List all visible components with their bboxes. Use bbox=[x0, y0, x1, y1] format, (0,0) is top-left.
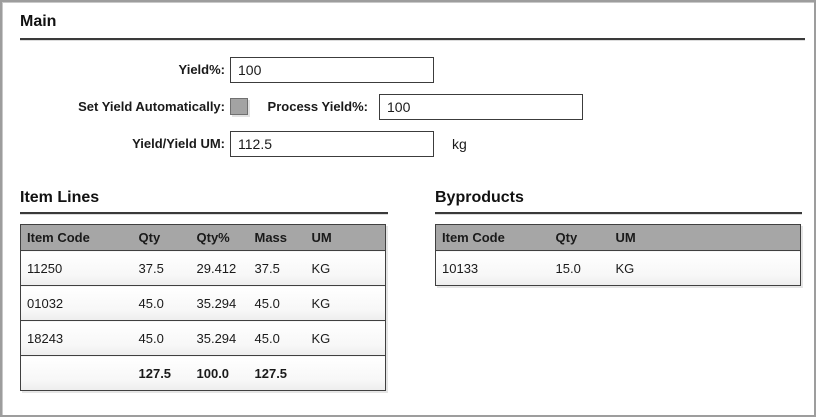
section-title-main: Main bbox=[20, 13, 57, 30]
table-cell: 35.294 bbox=[190, 285, 249, 321]
byproducts-title-rule bbox=[435, 212, 802, 215]
totals-cell: 127.5 bbox=[248, 355, 306, 391]
column-header: Mass bbox=[248, 224, 306, 251]
yield-um-label: Yield/Yield UM: bbox=[132, 136, 225, 151]
yield-input[interactable] bbox=[230, 56, 434, 83]
section-item-lines: Item Lines Item Code Qty Qty% Mass UM 11250 37… bbox=[20, 188, 388, 391]
table-cell: 29.412 bbox=[190, 250, 249, 286]
table-row[interactable]: 11250 37.5 29.412 37.5 KG bbox=[20, 250, 386, 286]
table-cell: KG bbox=[609, 250, 801, 286]
yield-label: Yield%: bbox=[178, 62, 225, 77]
totals-cell bbox=[20, 355, 133, 391]
section-byproducts: Byproducts Item Code Qty UM 10133 15.0 KG bbox=[435, 188, 802, 391]
table-cell: 45.0 bbox=[248, 285, 306, 321]
table-cell: 15.0 bbox=[549, 250, 610, 286]
set-yield-auto-checkbox[interactable] bbox=[230, 98, 248, 115]
table-cell: 45.0 bbox=[248, 320, 306, 356]
table-cell: 10133 bbox=[435, 250, 550, 286]
yield-row: Yield%: bbox=[20, 51, 805, 88]
table-header-row: Item Code Qty UM bbox=[435, 224, 801, 251]
table-cell: 18243 bbox=[20, 320, 133, 356]
tables-area: Item Lines Item Code Qty Qty% Mass UM 11250 37… bbox=[2, 188, 814, 391]
table-cell: KG bbox=[305, 250, 386, 286]
column-header: Qty bbox=[549, 224, 610, 251]
yield-um-unit-label: kg bbox=[452, 135, 467, 152]
table-row[interactable]: 10133 15.0 KG bbox=[435, 250, 801, 286]
process-yield-label: Process Yield%: bbox=[267, 99, 368, 114]
table-cell: KG bbox=[305, 285, 386, 321]
item-lines-table: Item Code Qty Qty% Mass UM 11250 37.5 29.412 37.… bbox=[20, 224, 386, 391]
totals-cell: 127.5 bbox=[132, 355, 191, 391]
column-header: Item Code bbox=[435, 224, 550, 251]
totals-cell: 100.0 bbox=[190, 355, 249, 391]
column-header: Item Code bbox=[20, 224, 133, 251]
table-cell: 11250 bbox=[20, 250, 133, 286]
table-cell: 37.5 bbox=[132, 250, 191, 286]
column-header: Qty bbox=[132, 224, 191, 251]
section-title-byproducts: Byproducts bbox=[435, 189, 524, 206]
column-header: UM bbox=[305, 224, 386, 251]
item-lines-title-rule bbox=[20, 212, 388, 215]
yield-um-input[interactable] bbox=[230, 130, 434, 157]
table-cell: KG bbox=[305, 320, 386, 356]
auto-yield-row: Set Yield Automatically: Process Yield%: bbox=[20, 88, 805, 125]
table-row[interactable]: 18243 45.0 35.294 45.0 KG bbox=[20, 320, 386, 356]
process-yield-input[interactable] bbox=[379, 93, 583, 120]
column-header: UM bbox=[609, 224, 801, 251]
totals-cell bbox=[305, 355, 386, 391]
section-main: Main Yield%: Set Yield Automatically: Pr… bbox=[2, 2, 814, 162]
table-cell: 35.294 bbox=[190, 320, 249, 356]
yield-um-row: Yield/Yield UM: kg bbox=[20, 125, 805, 162]
totals-row: 127.5 100.0 127.5 bbox=[20, 355, 386, 391]
table-cell: 01032 bbox=[20, 285, 133, 321]
table-row[interactable]: 01032 45.0 35.294 45.0 KG bbox=[20, 285, 386, 321]
table-cell: 37.5 bbox=[248, 250, 306, 286]
table-cell: 45.0 bbox=[132, 285, 191, 321]
column-header: Qty% bbox=[190, 224, 249, 251]
set-yield-auto-label: Set Yield Automatically: bbox=[78, 99, 225, 114]
table-cell: 45.0 bbox=[132, 320, 191, 356]
main-title-rule bbox=[20, 38, 805, 41]
section-title-item-lines: Item Lines bbox=[20, 189, 100, 206]
byproducts-table: Item Code Qty UM 10133 15.0 KG bbox=[435, 224, 801, 286]
table-header-row: Item Code Qty Qty% Mass UM bbox=[20, 224, 386, 251]
main-form: Yield%: Set Yield Automatically: Process… bbox=[20, 51, 805, 162]
